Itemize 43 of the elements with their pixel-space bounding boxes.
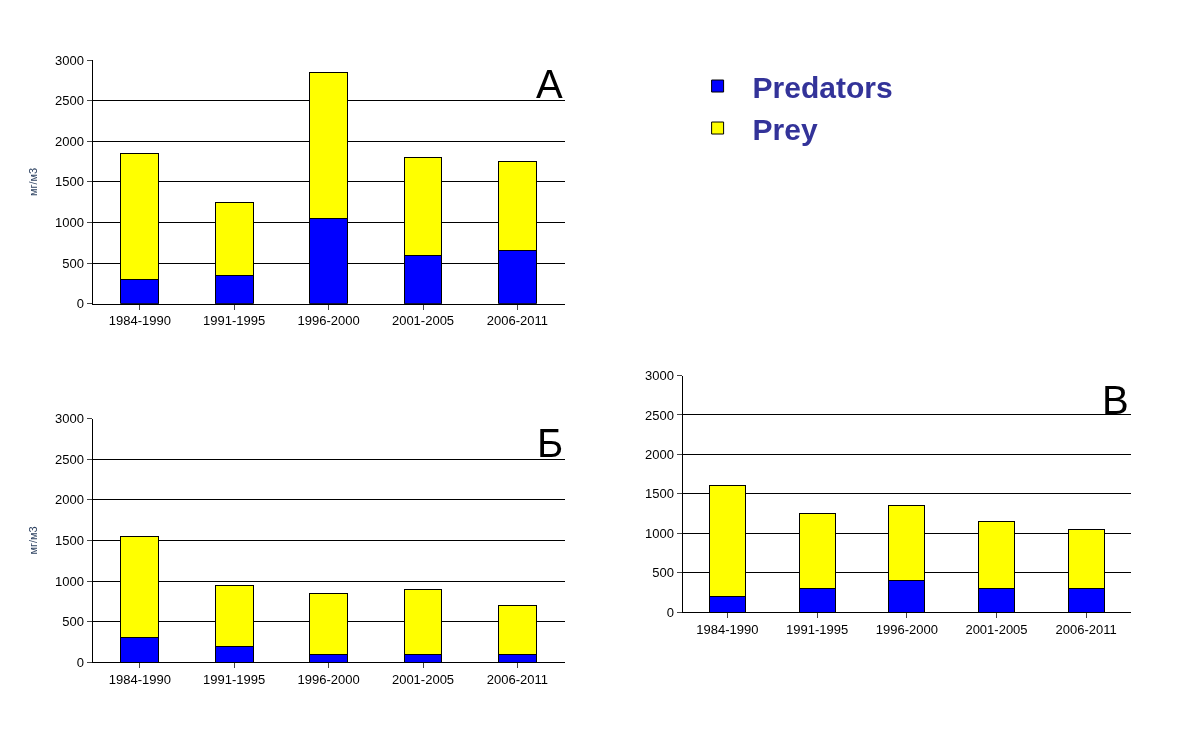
legend-label: Predators — [752, 70, 893, 104]
y-tick-label: 1000 — [55, 573, 84, 589]
x-tick-label: 2001-2005 — [391, 671, 455, 687]
x-tick-label: 1996-2000 — [875, 621, 938, 637]
y-tick-label: 2000 — [645, 446, 674, 462]
y-tick-label: 3000 — [55, 411, 84, 427]
y-tick-label: 1000 — [645, 525, 674, 541]
y-axis-title: мг/м3 — [26, 167, 39, 197]
x-tick-label: 2006-2011 — [486, 313, 549, 329]
y-tick-label: 0 — [76, 296, 84, 312]
y-axis-title: мг/м3 — [26, 526, 39, 555]
x-tick-label: 1984-1990 — [696, 621, 759, 637]
x-tick-label: 2001-2005 — [391, 313, 455, 329]
y-tick-label: 3000 — [645, 368, 674, 384]
x-tick-label: 1984-1990 — [108, 313, 171, 329]
x-tick-label: 1984-1990 — [108, 671, 171, 687]
y-tick-label: 2500 — [55, 93, 84, 109]
x-tick-label: 2006-2011 — [486, 671, 549, 687]
y-tick-label: 1500 — [645, 486, 674, 502]
x-tick-label: 2006-2011 — [1055, 621, 1117, 637]
x-tick-label: 1991-1995 — [203, 313, 266, 329]
y-tick-label: 2500 — [55, 451, 84, 467]
chart-title: В — [1102, 378, 1129, 422]
x-tick-label: 1996-2000 — [297, 313, 360, 329]
x-tick-label: 1991-1995 — [786, 621, 849, 637]
y-tick-label: 2000 — [55, 133, 84, 149]
y-tick-label: 1000 — [55, 215, 84, 231]
x-tick-label: 1991-1995 — [203, 671, 266, 687]
y-tick-label: 500 — [62, 255, 84, 271]
y-tick-label: 500 — [652, 565, 674, 581]
x-tick-label: 2001-2005 — [965, 621, 1028, 637]
y-tick-label: 2500 — [645, 407, 674, 423]
x-tick-label: 1996-2000 — [297, 671, 360, 687]
y-tick-label: 2000 — [55, 492, 84, 508]
y-tick-label: 1500 — [55, 174, 84, 190]
legend-label: Prey — [752, 112, 818, 146]
y-tick-label: 1500 — [55, 532, 84, 548]
y-tick-label: 0 — [76, 654, 84, 670]
chart-title: Б — [537, 421, 564, 465]
y-tick-label: 0 — [666, 604, 674, 620]
chart-title: А — [536, 62, 563, 106]
y-tick-label: 500 — [62, 614, 84, 630]
y-tick-label: 3000 — [55, 52, 84, 68]
